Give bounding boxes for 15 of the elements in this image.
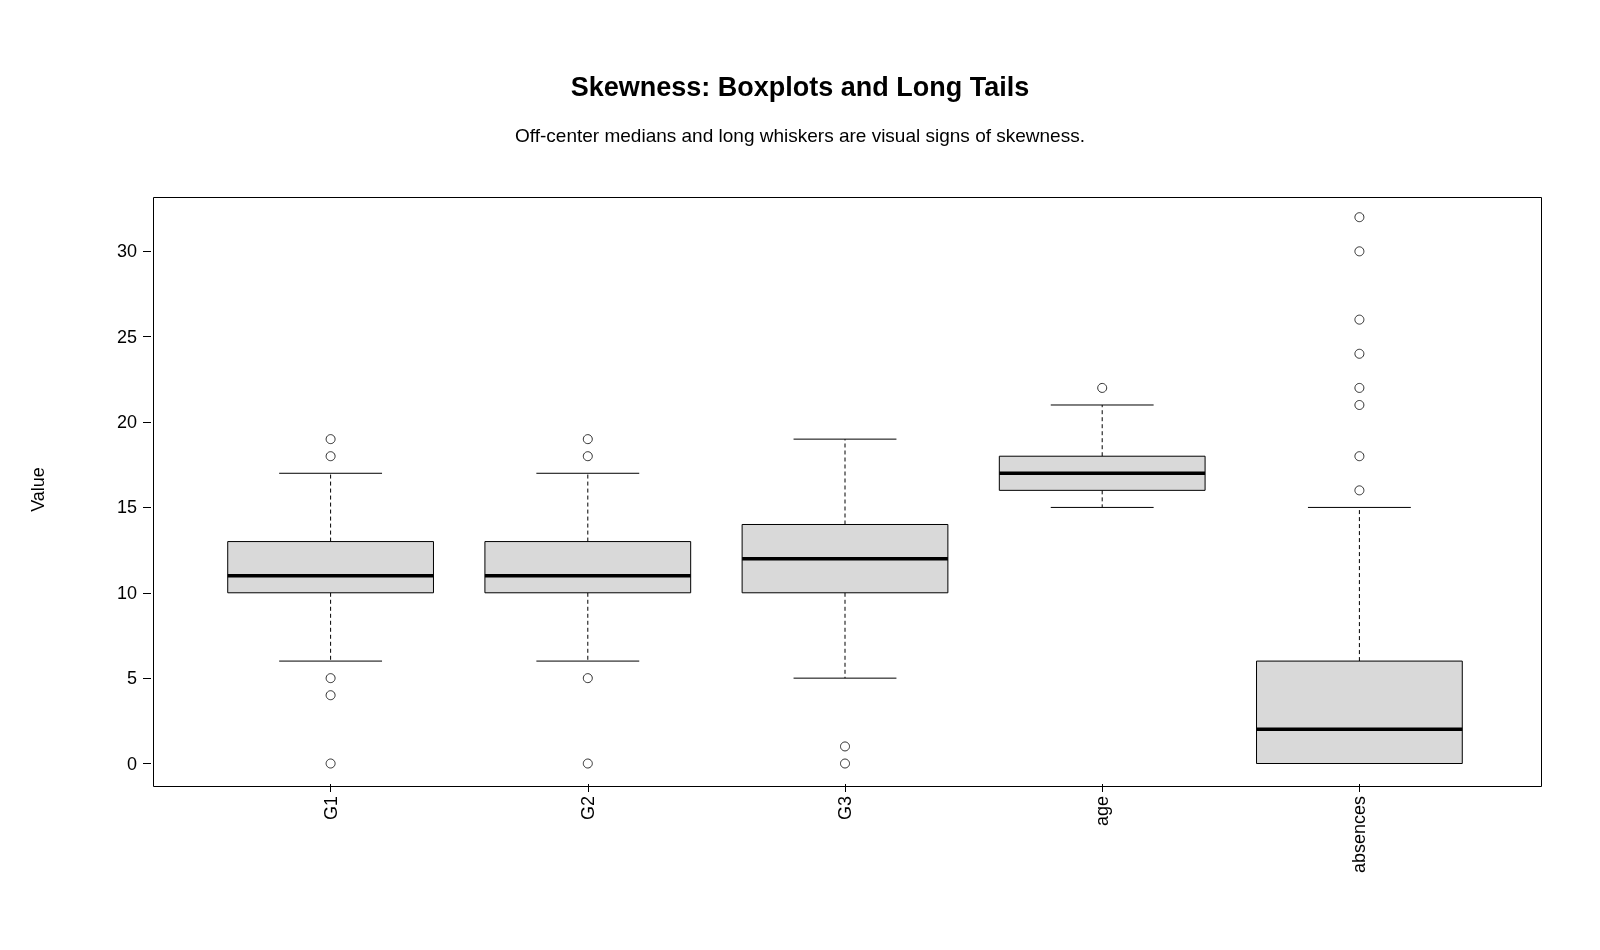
chart-subtitle: Off-center medians and long whiskers are visual signs of skewness. <box>515 125 1085 146</box>
y-tick-label: 15 <box>116 497 137 518</box>
y-tick-label: 25 <box>116 326 137 347</box>
x-tick-label: G3 <box>835 796 855 821</box>
y-axis-title: Value <box>28 467 48 512</box>
x-tick-label: G2 <box>577 796 598 821</box>
y-tick-label: 10 <box>116 582 137 603</box>
y-tick-label: 5 <box>126 668 137 689</box>
x-tick-label: absences <box>1349 796 1370 874</box>
x-tick-label: G1 <box>320 796 341 821</box>
chart-title: Skewness: Boxplots and Long Tails <box>570 71 1030 102</box>
y-tick-label: 30 <box>116 241 137 262</box>
y-tick-label: 0 <box>126 753 137 774</box>
y-tick-label: 20 <box>116 412 137 433</box>
x-tick-label: age <box>1092 796 1113 827</box>
